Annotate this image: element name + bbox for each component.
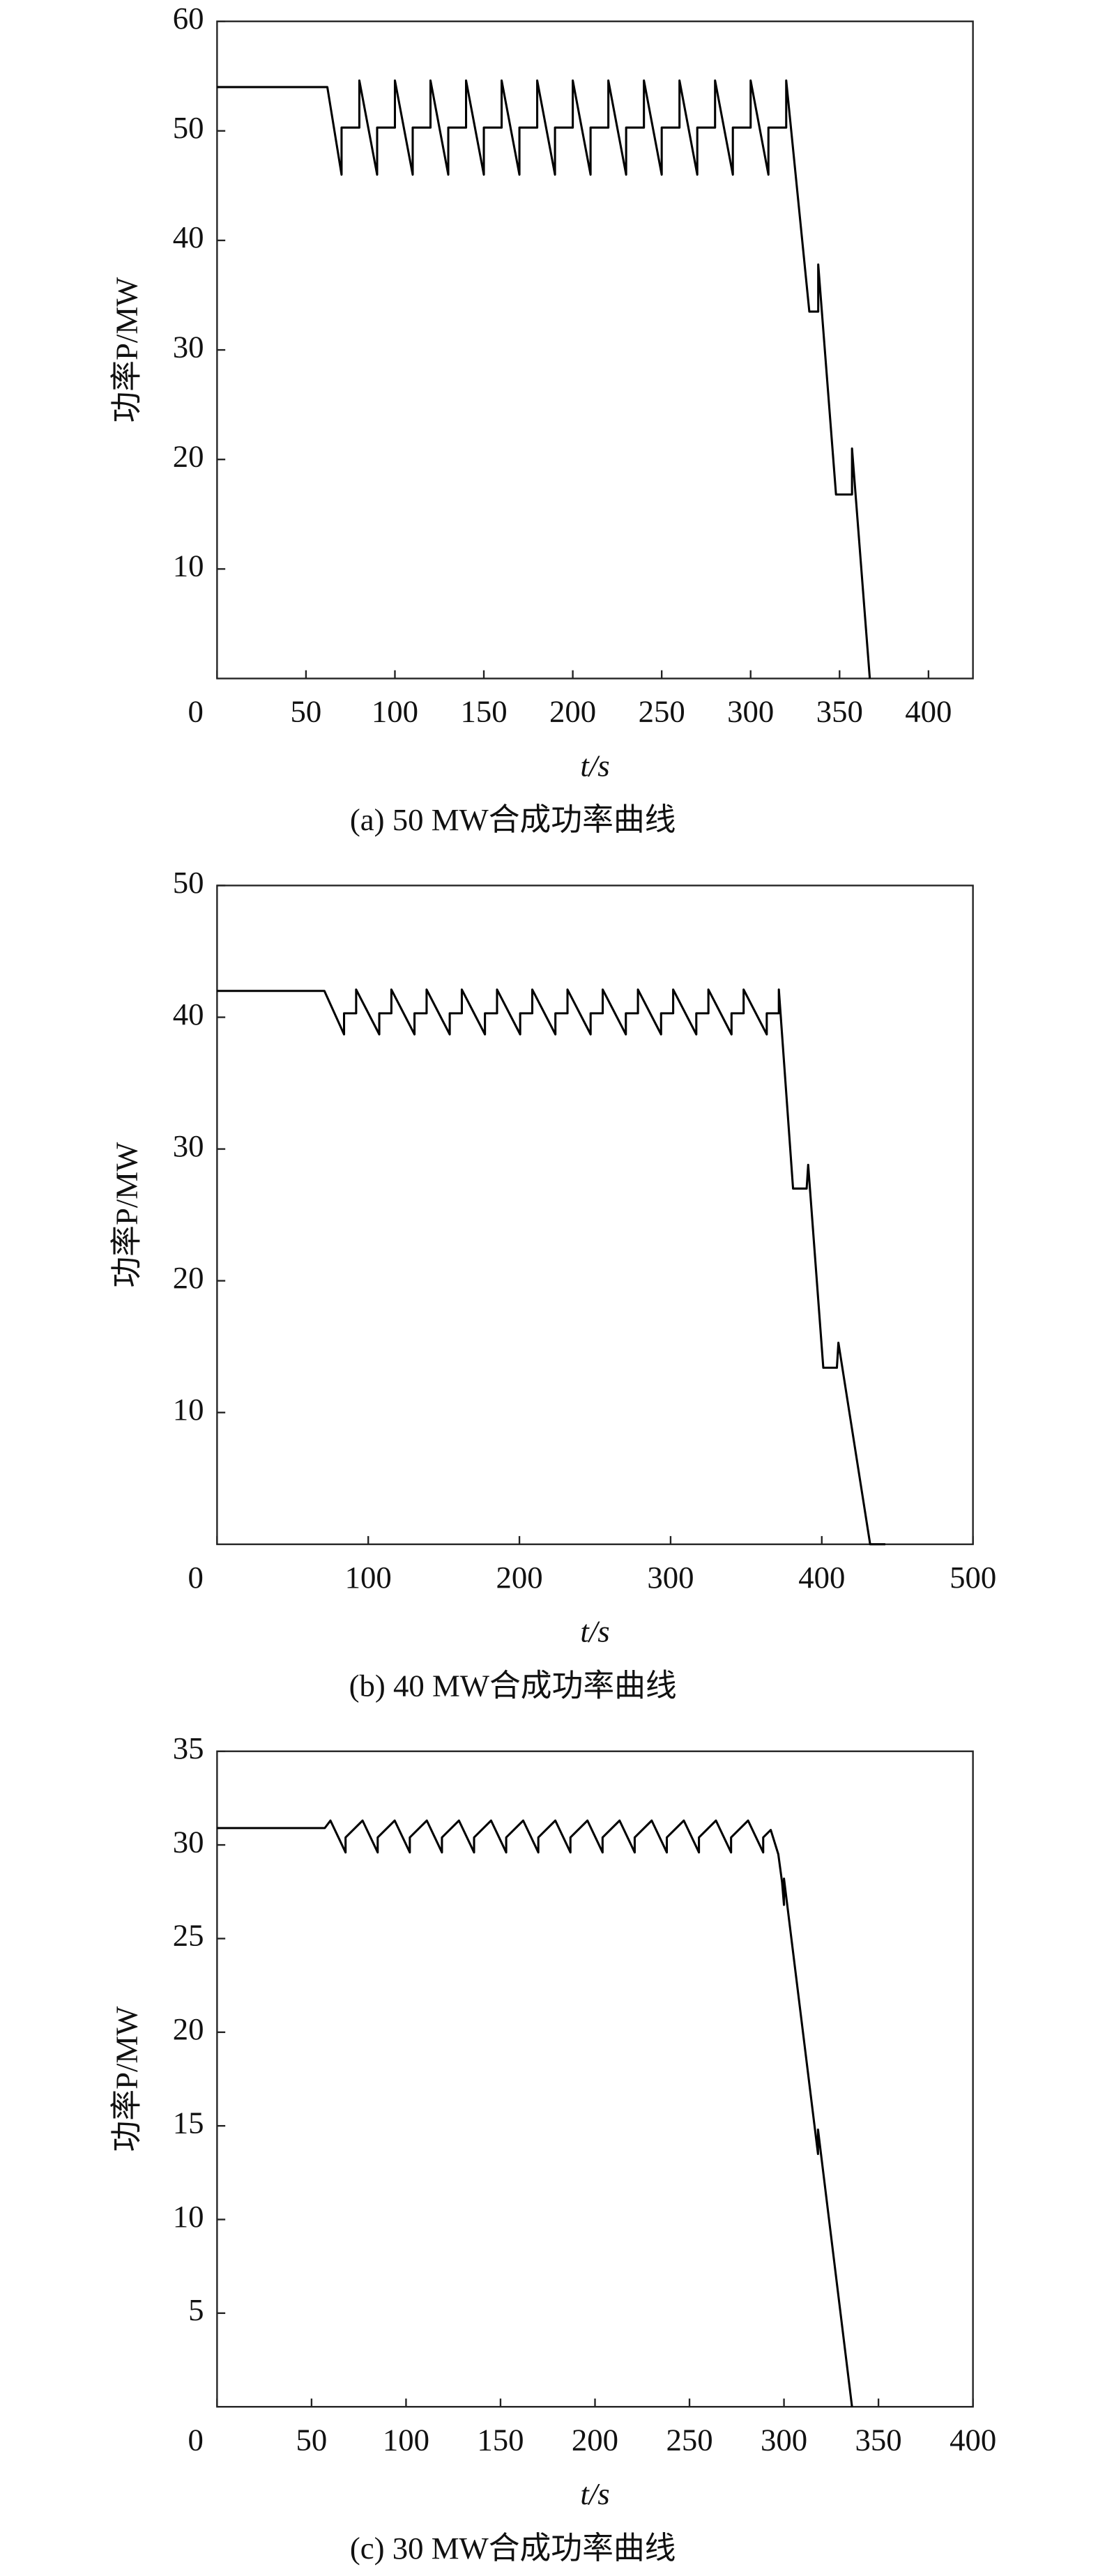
x-tick-label: 300 <box>761 2422 807 2457</box>
x-tick-label: 0 <box>188 694 204 729</box>
y-tick-label: 10 <box>173 549 204 583</box>
power-line <box>217 79 871 679</box>
y-tick-label: 35 <box>173 1731 204 1765</box>
y-tick-label: 30 <box>173 329 204 364</box>
power-line <box>217 988 885 1546</box>
y-tick-label: 40 <box>173 220 204 254</box>
x-tick-label: 300 <box>647 1560 694 1595</box>
x-tick-label: 400 <box>798 1560 845 1595</box>
caption: (a) 50 MW合成功率曲线 <box>350 802 676 837</box>
y-tick-label: 10 <box>173 2199 204 2234</box>
x-axis-label: t/s <box>580 748 609 783</box>
y-tick-label: 20 <box>173 438 204 473</box>
plot-frame <box>216 884 974 1545</box>
power-line <box>217 1819 853 2407</box>
x-tick-label: 500 <box>950 1560 996 1595</box>
x-tick-label: 150 <box>477 2422 524 2457</box>
x-tick-label: 400 <box>950 2422 996 2457</box>
y-tick-label: 50 <box>173 110 204 145</box>
x-tick-label: 150 <box>460 694 507 729</box>
caption: (b) 40 MW合成功率曲线 <box>349 1668 677 1703</box>
x-tick-label: 250 <box>639 694 685 729</box>
plot-frame <box>216 1750 974 2408</box>
y-tick-label: 30 <box>173 1128 204 1163</box>
y-tick-label: 50 <box>173 865 204 900</box>
x-tick-label: 400 <box>905 694 952 729</box>
x-tick-label: 350 <box>855 2422 902 2457</box>
x-tick-label: 100 <box>372 694 418 729</box>
y-axis-label: 功率P/MW <box>109 277 144 423</box>
y-tick-label: 30 <box>173 1824 204 1859</box>
x-tick-label: 200 <box>496 1560 542 1595</box>
y-tick-label: 25 <box>173 1918 204 1953</box>
caption: (c) 30 MW合成功率曲线 <box>350 2531 676 2566</box>
x-tick-label: 100 <box>345 1560 392 1595</box>
x-tick-label: 50 <box>296 2422 328 2457</box>
x-axis-label: t/s <box>580 2476 609 2511</box>
y-tick-label: 40 <box>173 997 204 1032</box>
x-tick-label: 100 <box>383 2422 429 2457</box>
y-tick-label: 20 <box>173 2011 204 2046</box>
x-axis-label: t/s <box>580 1614 609 1649</box>
y-tick-label: 20 <box>173 1260 204 1295</box>
x-tick-label: 0 <box>188 1560 204 1595</box>
x-tick-label: 250 <box>666 2422 712 2457</box>
x-tick-label: 200 <box>549 694 596 729</box>
y-tick-label: 60 <box>173 1 204 36</box>
x-tick-label: 50 <box>291 694 322 729</box>
x-tick-label: 0 <box>188 2422 204 2457</box>
plot-frame <box>216 20 974 680</box>
x-tick-label: 200 <box>572 2422 618 2457</box>
y-axis-label: 功率P/MW <box>109 2006 144 2152</box>
y-axis-label: 功率P/MW <box>109 1142 144 1288</box>
y-tick-label: 10 <box>173 1392 204 1427</box>
y-tick-label: 5 <box>188 2292 204 2327</box>
y-tick-label: 15 <box>173 2105 204 2140</box>
x-tick-label: 300 <box>727 694 774 729</box>
x-tick-label: 350 <box>816 694 863 729</box>
